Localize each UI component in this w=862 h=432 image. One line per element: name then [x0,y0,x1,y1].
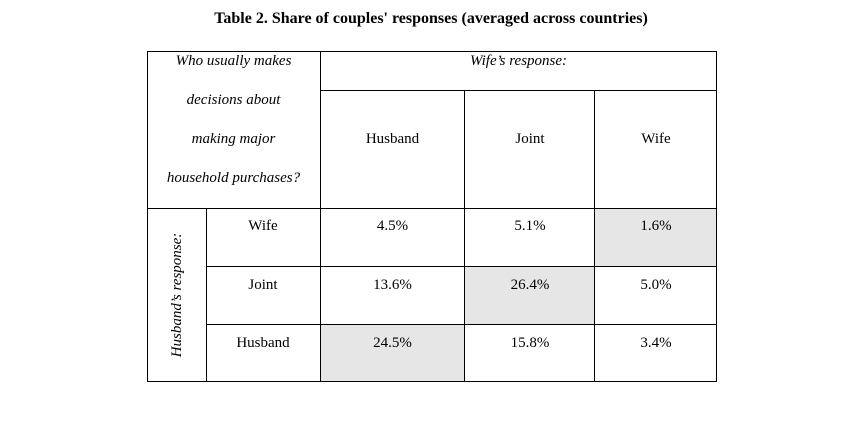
column-header-wife: Wife [641,131,671,147]
rule-row-2 [206,324,717,325]
cell-wife-husband: 4.5% [376,218,409,234]
row-label-joint: Joint [248,277,278,293]
rule-row-1 [206,266,717,267]
rule-husband-label-col [206,208,207,382]
cell-husband-joint: 15.8% [510,335,550,351]
cell-husband-husband: 24.5% [373,335,412,351]
husband-response-label: Husband’s response: [169,232,185,358]
wife-response-label: Wife’s response: [469,53,568,69]
rule-under-wife-label [320,90,717,91]
cell-wife-wife: 1.6% [640,218,672,234]
cell-wife-joint: 5.1% [514,218,546,234]
column-header-joint: Joint [515,131,545,147]
corner-label-line-2: decisions about [186,92,281,108]
highlight-cell-husband-husband [320,325,465,382]
corner-label-line-4: household purchases? [166,170,301,186]
rule-row-label-col [320,51,321,382]
corner-label-line-1: Who usually makes [175,53,292,69]
table-title: Table 2. Share of couples' responses (av… [214,10,648,27]
cell-joint-wife: 5.0% [640,277,672,293]
row-label-wife: Wife [248,218,278,234]
rule-col-joint [594,90,595,382]
cell-joint-joint: 26.4% [510,277,550,293]
cell-husband-wife: 3.4% [640,335,672,351]
rule-col-husband [464,90,465,382]
table-border [147,51,717,382]
highlight-cell-wife-wife [595,209,717,266]
cell-joint-husband: 13.6% [373,277,412,293]
rule-under-header [147,208,717,209]
highlight-cell-joint-joint [465,267,595,324]
corner-label-line-3: making major [191,131,276,147]
column-header-husband: Husband [365,131,420,147]
row-label-husband: Husband [236,335,290,351]
